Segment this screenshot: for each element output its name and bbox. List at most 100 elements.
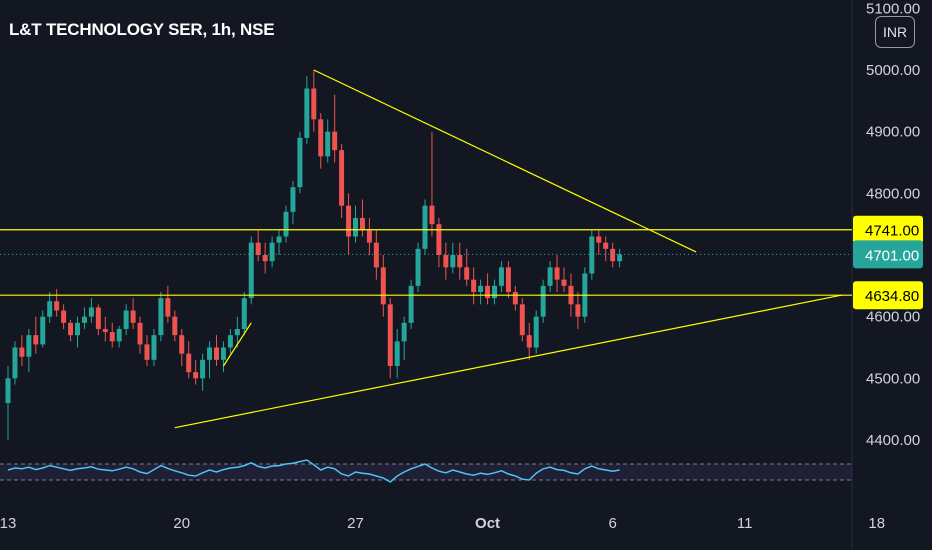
candle-body: [172, 316, 178, 336]
currency-button[interactable]: INR: [875, 16, 915, 48]
candle-body: [373, 242, 379, 268]
candle-body: [186, 353, 192, 373]
candle-body: [415, 248, 421, 286]
candle-body: [471, 279, 477, 292]
candle-body: [144, 344, 150, 360]
trendline: [222, 322, 252, 367]
price-axis: 4400.004500.004600.004700.004800.004900.…: [853, 0, 923, 449]
candle-body: [408, 285, 414, 323]
candle-body: [116, 329, 122, 342]
drawings-layer: [0, 69, 852, 429]
price-tag-upper-level-text: 4741.00: [865, 223, 919, 240]
candle-body: [81, 316, 87, 323]
rsi-band: [0, 464, 852, 480]
candle-body: [380, 267, 386, 305]
candle-body: [436, 224, 442, 255]
price-tick-label: 4400.00: [866, 432, 920, 449]
candle-body: [95, 307, 101, 329]
price-tag-last: [853, 240, 923, 269]
candle-body: [325, 131, 331, 157]
candle-body: [193, 372, 199, 379]
candle-body: [505, 267, 511, 292]
candle-body: [26, 335, 32, 357]
candle-body: [88, 307, 94, 317]
time-tick-label: 27: [347, 515, 364, 532]
candle-body: [492, 285, 497, 299]
candles-layer: [5, 70, 623, 440]
candle-body: [464, 267, 470, 280]
candle-body: [54, 301, 60, 311]
candle-body: [12, 347, 18, 379]
candle-body: [346, 205, 352, 237]
price-tick-label: 4500.00: [866, 370, 920, 387]
candle-body: [617, 254, 623, 262]
candle-body: [165, 298, 171, 317]
candle-body: [526, 335, 532, 348]
candle-body: [262, 255, 268, 262]
candle-body: [610, 248, 616, 262]
candle-body: [512, 292, 518, 305]
candle-body: [540, 285, 546, 317]
candle-body: [5, 378, 11, 403]
candle-body: [214, 347, 219, 360]
candle-body: [603, 242, 609, 249]
candle-body: [33, 335, 39, 345]
candle-body: [109, 332, 115, 342]
candle-body: [151, 335, 157, 360]
price-tick-label: 5100.00: [866, 0, 920, 17]
symbol-title: L&T TECHNOLOGY SER, 1h, NSE: [9, 20, 275, 39]
candle-body: [75, 322, 80, 336]
candle-body: [422, 205, 428, 249]
price-tag-last-text: 4701.00: [865, 247, 919, 264]
candle-body: [353, 218, 358, 237]
candle-body: [304, 88, 310, 138]
candle-body: [443, 255, 449, 268]
candle-body: [533, 316, 539, 348]
candle-body: [269, 242, 275, 262]
price-tick-label: 4600.00: [866, 309, 920, 326]
candle-body: [255, 242, 261, 255]
candle-body: [561, 279, 567, 286]
price-tag-upper-level: [853, 215, 923, 244]
price-tag-lower-level: [853, 281, 923, 310]
candle-body: [276, 236, 282, 243]
candle-body: [290, 187, 296, 212]
candle-body: [102, 329, 108, 333]
candle-body: [387, 304, 393, 366]
candle-body: [596, 236, 602, 243]
candle-body: [366, 230, 372, 243]
candle-body: [68, 322, 74, 336]
candle-body: [485, 285, 491, 299]
candle-body: [554, 267, 560, 280]
trendline: [313, 69, 697, 253]
candle-body: [575, 304, 581, 317]
candle-body: [137, 322, 143, 345]
candle-body: [19, 347, 25, 357]
candle-body: [130, 310, 136, 323]
price-tick-label: 4800.00: [866, 185, 920, 202]
candle-body: [401, 322, 407, 342]
candle-body: [359, 218, 365, 231]
candle-body: [457, 255, 463, 268]
price-tick-label: 4900.00: [866, 124, 920, 141]
candle-body: [394, 341, 400, 366]
candle-body: [332, 131, 338, 151]
candle-body: [227, 335, 233, 348]
candle-body: [519, 304, 525, 336]
trendline: [174, 294, 843, 429]
candle-body: [297, 137, 303, 188]
price-tick-label: 5000.00: [866, 62, 920, 79]
time-tick-label: 6: [608, 515, 616, 532]
candle-body: [339, 150, 345, 206]
candle-body: [61, 310, 67, 323]
candle-body: [158, 298, 164, 336]
candle-body: [248, 242, 254, 299]
candle-body: [220, 347, 226, 360]
candle-body: [498, 267, 504, 286]
candle-body: [123, 310, 129, 329]
rsi-line: [7, 459, 620, 483]
candle-body: [234, 329, 240, 336]
candle-body: [478, 285, 484, 292]
candle-body: [429, 205, 435, 225]
